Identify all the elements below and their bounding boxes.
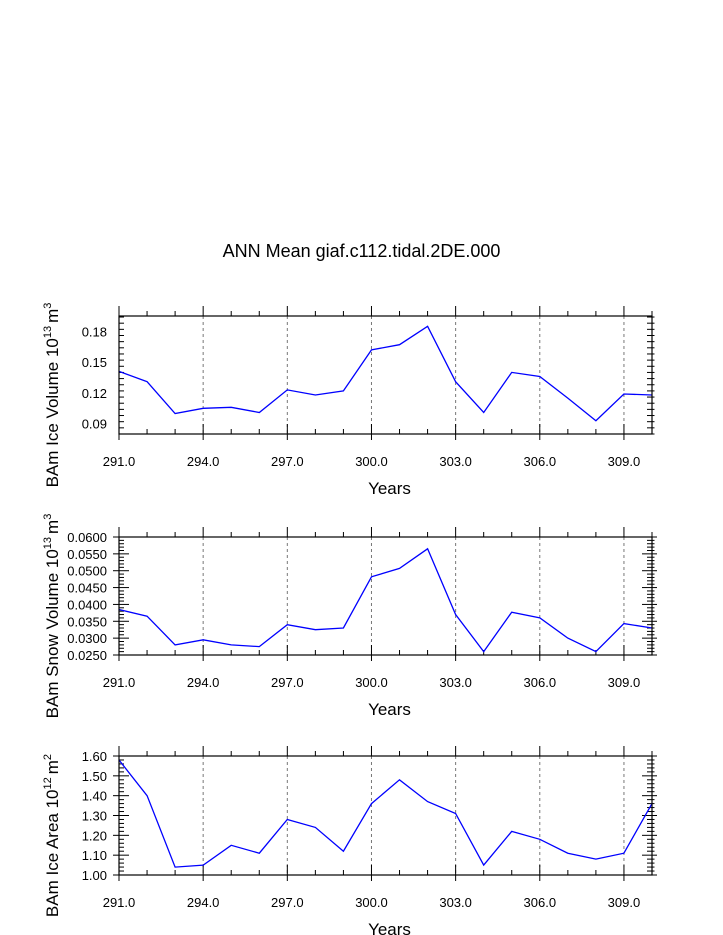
y-tick-label: 0.09 bbox=[82, 417, 107, 432]
ice-area-panel: 291.0 294.0 297.0 300.0 303.0 306.0 309.0 1.00 1… bbox=[42, 746, 657, 935]
y-tick-label: 0.0300 bbox=[67, 631, 107, 646]
y-axis-title: BAm Ice Area 1012 m2 bbox=[42, 754, 62, 917]
y-axis-title-exp: 13 bbox=[42, 537, 54, 549]
x-tick-label: 303.0 bbox=[439, 454, 472, 469]
y-axis-title-unit: m bbox=[43, 520, 62, 534]
x-tick-label: 291.0 bbox=[103, 675, 136, 690]
plot-frame bbox=[118, 536, 653, 656]
x-tick-label: 294.0 bbox=[187, 454, 220, 469]
x-tick-label: 291.0 bbox=[103, 454, 136, 469]
plot-frame bbox=[118, 755, 653, 876]
y-tick-label: 0.0550 bbox=[67, 547, 107, 562]
x-tick-label: 303.0 bbox=[439, 675, 472, 690]
x-tick-label: 309.0 bbox=[608, 454, 641, 469]
y-axis-title-unit-exp: 3 bbox=[42, 303, 54, 309]
x-tick-label: 300.0 bbox=[355, 895, 388, 910]
y-tick-label: 0.15 bbox=[82, 355, 107, 370]
x-tick-label: 309.0 bbox=[608, 895, 641, 910]
y-tick-label: 1.00 bbox=[82, 868, 107, 883]
x-tick-label: 294.0 bbox=[187, 675, 220, 690]
x-tick-label: 297.0 bbox=[271, 454, 304, 469]
series-line bbox=[118, 325, 653, 422]
x-tick-label: 309.0 bbox=[608, 675, 641, 690]
series-line bbox=[118, 759, 653, 868]
y-axis-title-unit-exp: 2 bbox=[42, 754, 54, 760]
y-tick-label: 1.50 bbox=[82, 769, 107, 784]
x-tick-label: 300.0 bbox=[355, 675, 388, 690]
y-axis-title-unit: m bbox=[43, 309, 62, 323]
y-axis-title-main: BAm Snow Volume 10 bbox=[43, 549, 62, 718]
x-tick-label: 294.0 bbox=[187, 895, 220, 910]
x-axis-title: Years bbox=[368, 700, 411, 719]
y-tick-label: 0.0250 bbox=[67, 648, 107, 663]
snow-volume-panel: 291.0 294.0 297.0 300.0 303.0 306.0 309.0 0.025… bbox=[42, 514, 657, 719]
y-tick-label: 0.0450 bbox=[67, 581, 107, 596]
y-tick-label: 0.0400 bbox=[67, 597, 107, 612]
y-tick-label: 1.60 bbox=[82, 749, 107, 764]
y-tick-label: 0.0600 bbox=[67, 530, 107, 545]
x-axis-title: Years bbox=[368, 920, 411, 935]
y-axis-title-unit: m bbox=[43, 760, 62, 774]
x-tick-label: 306.0 bbox=[524, 454, 557, 469]
y-axis-title-exp: 13 bbox=[42, 326, 54, 338]
x-axis-title: Years bbox=[368, 479, 411, 498]
x-tick-label: 306.0 bbox=[524, 675, 557, 690]
y-tick-label: 1.10 bbox=[82, 848, 107, 863]
y-tick-label: 0.0500 bbox=[67, 564, 107, 579]
series-line bbox=[118, 547, 653, 653]
y-tick-label: 0.18 bbox=[82, 324, 107, 339]
x-tick-label: 297.0 bbox=[271, 675, 304, 690]
y-axis-title: BAm Snow Volume 1013 m3 bbox=[42, 514, 62, 719]
y-tick-label: 0.0350 bbox=[67, 614, 107, 629]
y-axis-title-exp: 12 bbox=[42, 777, 54, 789]
y-tick-label: 1.20 bbox=[82, 828, 107, 843]
x-tick-label: 303.0 bbox=[439, 895, 472, 910]
x-tick-label: 300.0 bbox=[355, 454, 388, 469]
y-tick-label: 0.12 bbox=[82, 386, 107, 401]
ice-volume-panel: 291.0 294.0 297.0 300.0 303.0 306.0 309.0 0.09 0… bbox=[42, 303, 655, 498]
plot-frame bbox=[118, 315, 653, 435]
y-axis-title-main: BAm Ice Area 10 bbox=[43, 789, 62, 917]
x-tick-label: 306.0 bbox=[524, 895, 557, 910]
y-axis-title-main: BAm Ice Volume 10 bbox=[43, 338, 62, 487]
y-axis-title: BAm Ice Volume 1013 m3 bbox=[42, 303, 62, 488]
figure-title: ANN Mean giaf.c112.tidal.2DE.000 bbox=[222, 241, 501, 261]
y-tick-label: 1.40 bbox=[82, 789, 107, 804]
y-tick-label: 1.30 bbox=[82, 809, 107, 824]
y-axis-title-unit-exp: 3 bbox=[42, 514, 54, 520]
x-tick-label: 297.0 bbox=[271, 895, 304, 910]
x-tick-label: 291.0 bbox=[103, 895, 136, 910]
